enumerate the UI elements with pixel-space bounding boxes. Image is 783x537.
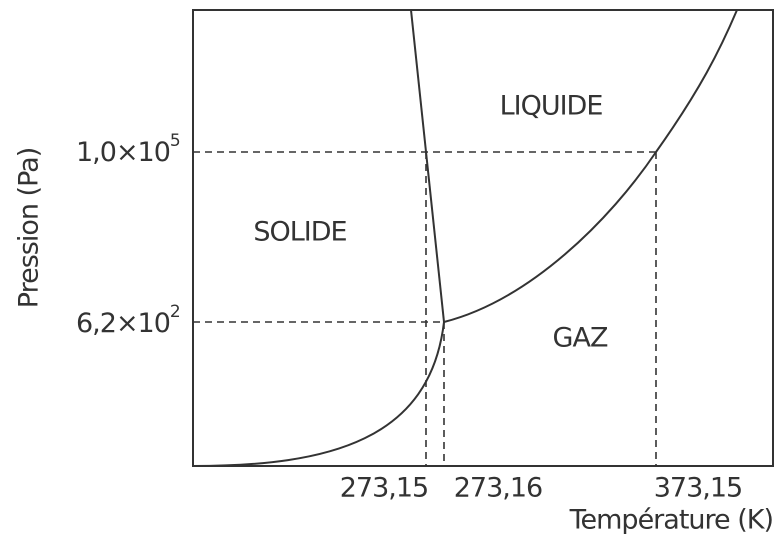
region-label: SOLIDE (253, 217, 346, 248)
y-tick-mantissa: 6,2×10 (76, 308, 170, 339)
y-tick-label: 6,2×102 (76, 302, 180, 339)
region-label: LIQUIDE (500, 91, 603, 122)
melting-curve (410, 9, 445, 323)
y-axis-label: Pression (Pa) (14, 148, 45, 308)
y-tick-exponent: 2 (170, 302, 180, 322)
vaporization-curve (443, 9, 738, 323)
x-tick-label: 373,15 (654, 473, 742, 504)
y-tick-mantissa: 1,0×10 (76, 137, 170, 168)
sublimation-curve (192, 321, 445, 467)
x-axis-label: Température (K) (569, 505, 773, 536)
y-tick-label: 1,0×105 (76, 131, 180, 168)
x-tick-label: 273,15 (340, 473, 428, 504)
guide-lines (193, 151, 657, 466)
plot-frame (192, 9, 774, 467)
y-tick-exponent: 5 (170, 131, 180, 151)
region-label: GAZ (553, 323, 608, 354)
x-tick-label: 273,16 (454, 473, 542, 504)
